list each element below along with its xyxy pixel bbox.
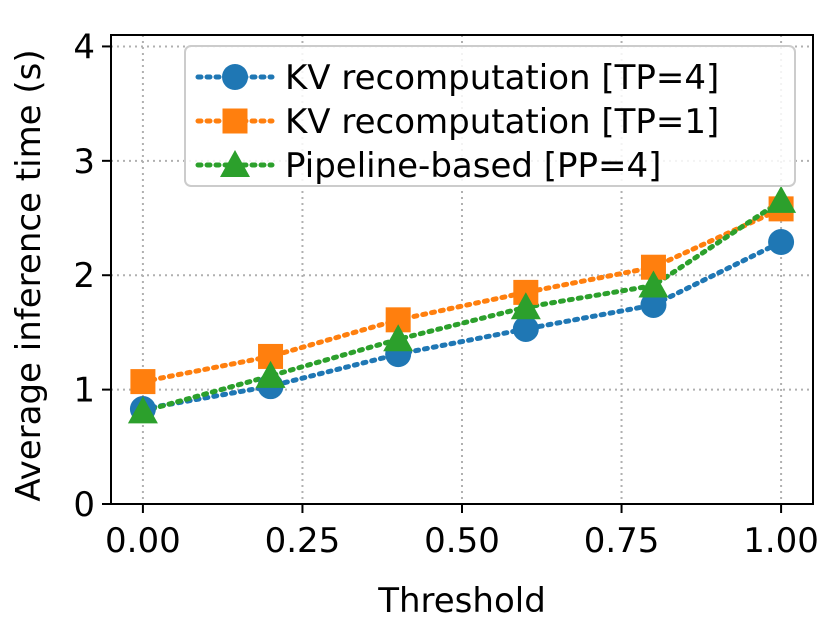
legend-label-2: KV recomputation [TP=1] [285,102,719,142]
series-line-2 [140,206,784,385]
data-point-series-1 [512,315,539,342]
x-tick-label: 1.00 [743,521,819,561]
data-point-series-3 [127,396,158,424]
y-tick-label: 1 [73,371,95,411]
data-point-series-1 [640,291,667,318]
legend-label-1: KV recomputation [TP=4] [285,58,719,98]
data-point-series-1 [768,229,795,256]
legend: KV recomputation [TP=4]KV recomputation … [184,45,796,187]
legend-marker-3 [220,150,250,177]
data-point-series-3 [766,185,797,213]
data-point-series-3 [510,292,541,320]
series-line-1 [140,239,784,412]
legend-marker-1 [222,64,248,90]
y-tick-label: 0 [73,485,95,525]
y-axis-title: Average inference time (s) [9,49,49,501]
y-tick-label: 4 [73,27,95,67]
series-line-3 [140,198,784,414]
y-tick-label: 2 [73,256,95,296]
x-tick-label: 0.50 [424,521,500,561]
x-axis-title: Threshold [377,581,546,621]
series-lines [140,198,784,414]
markers [127,185,797,424]
x-tick-label: 0.75 [584,521,660,561]
y-tick-label: 3 [73,142,95,182]
legend-box [184,45,796,187]
data-point-series-3 [255,360,286,388]
legend-marker-2 [222,108,248,134]
x-axis-ticks: 0.00 0.25 0.50 0.75 1.00 [105,504,819,561]
x-tick-label: 0.00 [105,521,181,561]
x-tick-label: 0.25 [265,521,341,561]
data-point-series-3 [638,270,669,298]
data-point-series-3 [383,324,414,352]
data-point-series-2 [130,369,156,395]
legend-label-3: Pipeline-based [PP=4] [285,146,661,186]
y-axis-ticks: 0 1 2 3 4 [73,27,111,525]
